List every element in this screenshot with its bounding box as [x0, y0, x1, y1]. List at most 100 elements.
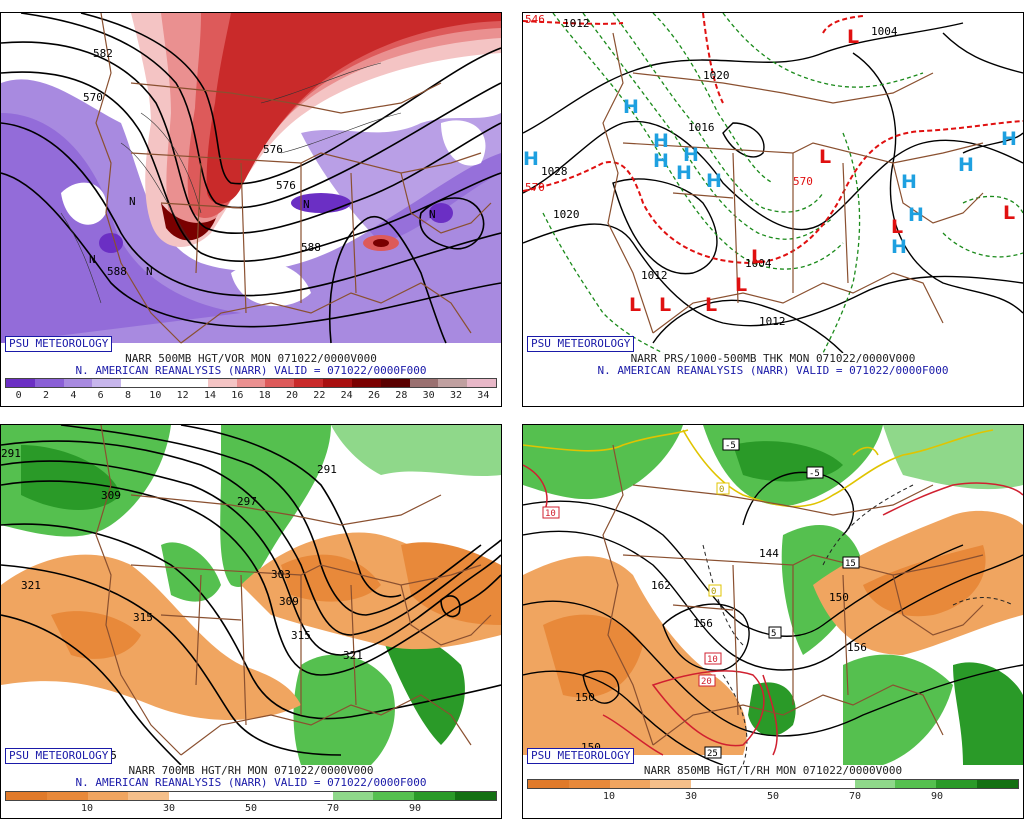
- high-pressure-marker: H: [683, 144, 699, 166]
- high-pressure-marker: H: [676, 162, 692, 184]
- low-pressure-marker: L: [847, 26, 859, 48]
- color-scale-swatch: [128, 792, 170, 800]
- panel-title: NARR 700MB HGT/RH MON 071022/0000V000: [128, 764, 374, 777]
- color-scale-tick-label: 34: [477, 390, 490, 401]
- color-scale-swatch: [265, 379, 295, 387]
- temperature-label: 10: [545, 509, 556, 519]
- contour-label: 315: [291, 629, 311, 642]
- panel-850mb-temp-humidity: 150 150 156 156 150 162 144 -5 -5 10 20 …: [522, 424, 1024, 819]
- contour-label: 291: [317, 463, 337, 476]
- color-scale-swatch: [650, 780, 692, 788]
- color-scale-tick-label: 26: [367, 390, 381, 401]
- color-scale-tick-label: 70: [326, 803, 340, 814]
- panel-title: NARR 850MB HGT/T/RH MON 071022/0000V000: [643, 764, 903, 777]
- contour-label: 291: [1, 447, 21, 460]
- low-pressure-marker: L: [705, 294, 717, 316]
- high-pressure-marker: H: [908, 204, 924, 226]
- psu-meteorology-badge: PSU METEOROLOGY: [5, 336, 113, 352]
- color-scale-swatch: [169, 792, 211, 800]
- low-pressure-marker: L: [659, 294, 671, 316]
- color-scale-swatch: [409, 379, 439, 387]
- color-scale-tick-label: 8: [124, 390, 132, 401]
- color-scale-tick-label: 16: [231, 390, 244, 401]
- isobar-label: 1012: [563, 17, 590, 30]
- high-pressure-marker: H: [901, 171, 917, 193]
- thickness-label: 570: [793, 175, 813, 188]
- temperature-label: 25: [707, 749, 718, 759]
- color-scale-tick-label: 70: [848, 791, 862, 802]
- color-scale-swatch: [92, 379, 122, 387]
- contour-label: N: [303, 198, 310, 211]
- color-scale-swatch: [351, 379, 381, 387]
- color-scale-tick-label: 30: [162, 803, 176, 814]
- isobar-label: 1012: [759, 315, 786, 328]
- color-scale-swatch: [813, 780, 855, 788]
- contour-label: 162: [651, 579, 671, 592]
- color-scale-tick-label: 90: [408, 803, 422, 814]
- panel-pressure-thickness: 1012 1004 1020 1028 1020 1016 1012 1004 …: [522, 12, 1024, 407]
- color-scale-tick-label: 0: [15, 390, 22, 401]
- color-scale-swatch: [467, 379, 497, 387]
- psu-meteorology-badge: PSU METEOROLOGY: [527, 748, 635, 764]
- color-scale-tick-label: 14: [203, 390, 217, 401]
- color-scale: [5, 378, 497, 388]
- high-pressure-marker: H: [653, 150, 669, 172]
- color-scale-swatch: [414, 792, 456, 800]
- color-scale-tick-label: 32: [449, 390, 463, 401]
- color-scale-swatch: [438, 379, 468, 387]
- isobar-label: 1012: [641, 269, 668, 282]
- contour-label: 576: [263, 143, 283, 156]
- contour-label: 582: [93, 47, 113, 60]
- temperature-label: 0: [719, 485, 724, 495]
- color-scale-swatch: [332, 792, 374, 800]
- contour-label: N: [129, 195, 136, 208]
- color-scale-swatch: [63, 379, 93, 387]
- contour-label: 309: [101, 489, 121, 502]
- temperature-label: -5: [725, 441, 736, 451]
- color-scale-swatch: [291, 792, 333, 800]
- contour-label: 588: [107, 265, 127, 278]
- color-scale-swatch: [936, 780, 978, 788]
- color-scale-swatch: [250, 792, 292, 800]
- temperature-label: -5: [809, 469, 820, 479]
- color-scale-tick-label: 20: [285, 390, 299, 401]
- contour-label: N: [146, 265, 153, 278]
- color-scale: [5, 791, 497, 801]
- panel-subtitle: N. AMERICAN REANALYSIS (NARR) VALID = 07…: [75, 364, 427, 377]
- isobar-label: 1004: [871, 25, 898, 38]
- color-scale-swatch: [568, 780, 610, 788]
- color-scale-swatch: [207, 379, 237, 387]
- color-scale-swatch: [455, 792, 496, 800]
- color-scale-ticks: 10 30 50 70 90: [5, 803, 497, 817]
- temperature-label: 20: [701, 677, 712, 687]
- color-scale-swatch: [691, 780, 733, 788]
- color-scale-tick-label: 50: [766, 791, 780, 802]
- color-scale-swatch: [772, 780, 814, 788]
- map-850mb-temp-humidity: 150 150 156 156 150 162 144 -5 -5 10 20 …: [523, 425, 1023, 765]
- color-scale-swatch: [210, 792, 251, 800]
- contour-label: 150: [575, 691, 595, 704]
- color-scale-tick-label: 10: [149, 390, 162, 401]
- color-scale-swatch: [323, 379, 352, 387]
- low-pressure-marker: L: [891, 216, 903, 238]
- panel-subtitle: N. AMERICAN REANALYSIS (NARR) VALID = 07…: [75, 776, 427, 789]
- contour-label: 144: [759, 547, 779, 560]
- color-scale-tick-label: 22: [313, 390, 326, 401]
- panel-title: NARR PRS/1000-500MB THK MON 071022/0000V…: [630, 352, 916, 365]
- contour-label: 303: [271, 568, 291, 581]
- contour-label: 309: [279, 595, 299, 608]
- high-pressure-marker: H: [706, 170, 722, 192]
- high-pressure-marker: H: [523, 148, 539, 170]
- contour-label: 156: [847, 641, 867, 654]
- isobar-label: 1028: [541, 165, 568, 178]
- thickness-label: 546: [525, 13, 545, 26]
- color-scale-swatch: [373, 792, 415, 800]
- color-scale-tick-label: 4: [70, 390, 77, 401]
- color-scale-tick-label: 30: [422, 390, 435, 401]
- panel-700mb-humidity: 291 309 297 303 309 315 321 321 315 315 …: [0, 424, 502, 819]
- contour-label: N: [429, 208, 436, 221]
- high-pressure-marker: H: [1001, 128, 1017, 150]
- contour-label: 297: [237, 495, 257, 508]
- color-scale-swatch: [977, 780, 1018, 788]
- temperature-label: 10: [707, 655, 718, 665]
